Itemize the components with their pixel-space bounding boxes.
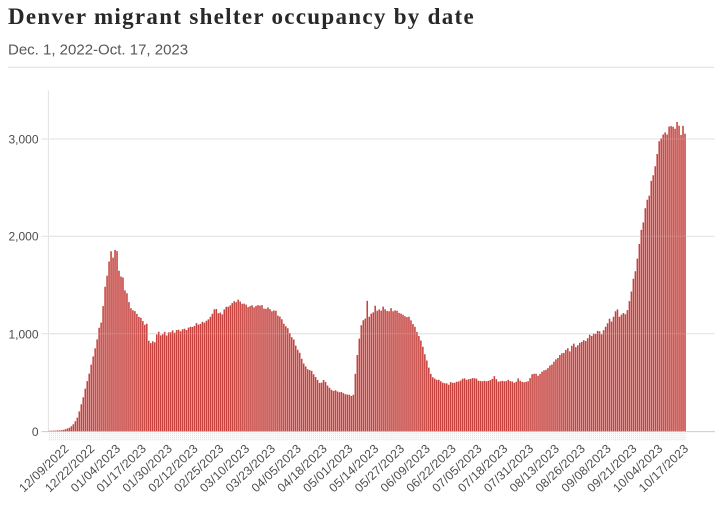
svg-text:2,000: 2,000 — [8, 230, 38, 244]
svg-text:1,000: 1,000 — [8, 327, 38, 341]
svg-text:Dec. 1, 2022-Oct. 17, 2023: Dec. 1, 2022-Oct. 17, 2023 — [8, 42, 188, 59]
svg-text:Denver migrant shelter occupan: Denver migrant shelter occupancy by date — [8, 4, 475, 29]
svg-text:0: 0 — [32, 425, 39, 439]
svg-text:3,000: 3,000 — [8, 133, 38, 147]
